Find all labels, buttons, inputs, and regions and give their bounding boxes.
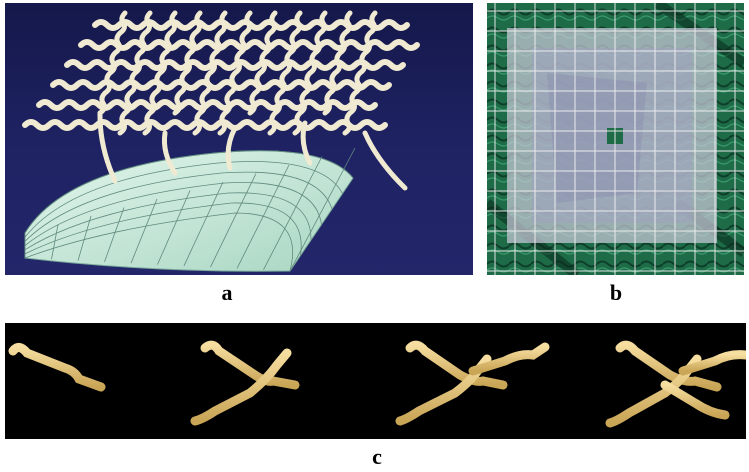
weft-yarn [50, 79, 392, 91]
overlay-grid-lines [487, 3, 744, 275]
panel-label-b: b [609, 280, 623, 305]
warp-yarn [292, 10, 328, 136]
sequence-step-1 [8, 343, 106, 392]
warp-yarn [142, 10, 178, 136]
panel-label-a: a [221, 280, 233, 305]
panel-b-illustration [487, 3, 744, 275]
warp-yarn [267, 10, 303, 136]
inner-shape [547, 73, 647, 203]
weft-yarn [36, 99, 378, 111]
woven-yarn-lattice [22, 10, 420, 191]
weft-yarn [22, 119, 388, 131]
sequence-step-4 [605, 340, 746, 428]
surface-grid-lines [24, 147, 356, 272]
panel-a-illustration [22, 10, 420, 272]
warp-yarn [172, 10, 203, 116]
panel-b-grid-overlay-view [487, 3, 744, 275]
weft-yarn [78, 39, 420, 51]
hanging-yarn [97, 110, 118, 184]
hanging-yarn [162, 130, 178, 176]
warp-yarn [117, 10, 153, 136]
panel-c-interlacing-sequence [5, 323, 746, 439]
panel-c-illustration [8, 340, 746, 428]
warp-yarn [342, 10, 378, 136]
hanging-yarn [300, 120, 313, 166]
sequence-step-3 [395, 340, 550, 426]
warp-yarn [322, 10, 353, 116]
warp-yarn [217, 10, 253, 136]
curved-surface [24, 150, 354, 272]
warp-yarn [247, 10, 278, 116]
hanging-yarn [225, 125, 238, 171]
weft-yarn [64, 59, 406, 71]
hanging-yarn [362, 130, 408, 191]
sequence-step-2 [190, 340, 300, 426]
warp-yarn [97, 10, 128, 116]
panel-a-woven-fabric-render [5, 3, 473, 275]
warp-yarn [192, 10, 228, 136]
panel-label-c: c [372, 444, 382, 469]
